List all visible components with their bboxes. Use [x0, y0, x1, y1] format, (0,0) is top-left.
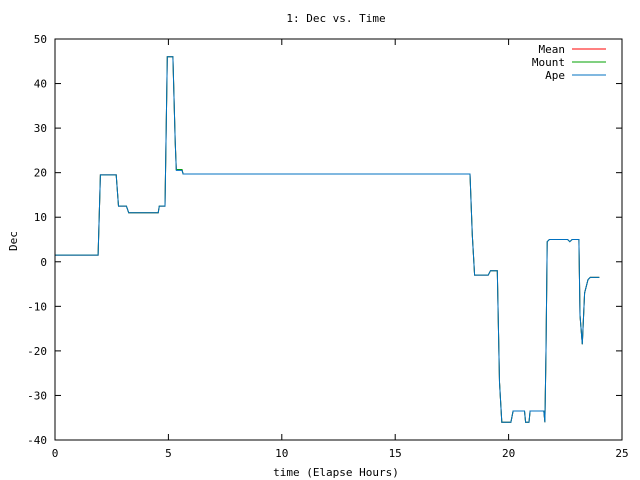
x-tick-label: 15: [389, 447, 402, 460]
y-tick-label: 30: [34, 122, 47, 135]
series-line-mount: [55, 56, 600, 423]
y-axis-label: Dec: [7, 231, 20, 251]
axis-ticks: -40 -30 -20 -10 0 10 20 30 40 50 0 5 10 15 20 25: [27, 33, 629, 460]
x-tick-label: 25: [615, 447, 628, 460]
y-tick-label: -20: [27, 345, 47, 358]
y-tick-label: 40: [34, 78, 47, 91]
series-line-mean: [55, 56, 600, 423]
y-tick-label: -40: [27, 434, 47, 447]
chart-title: 1: Dec vs. Time: [286, 12, 385, 25]
y-tick-label: 50: [34, 33, 47, 46]
y-tick-label: 0: [40, 256, 47, 269]
legend-label-ape: Ape: [545, 69, 565, 82]
x-axis-label: time (Elapse Hours): [273, 466, 399, 479]
y-tick-label: 10: [34, 211, 47, 224]
x-tick-label: 0: [52, 447, 59, 460]
x-tick-label: 10: [275, 447, 288, 460]
y-tick-label: 20: [34, 167, 47, 180]
legend-label-mean: Mean: [539, 43, 566, 56]
plot-frame: [54, 38, 623, 441]
y-tick-label: -30: [27, 389, 47, 402]
x-tick-label: 5: [165, 447, 172, 460]
x-tick-label: 20: [502, 447, 515, 460]
legend-label-mount: Mount: [532, 56, 565, 69]
y-tick-label: -10: [27, 300, 47, 313]
series-line-ape: [55, 56, 600, 423]
series-lines: [55, 56, 600, 423]
